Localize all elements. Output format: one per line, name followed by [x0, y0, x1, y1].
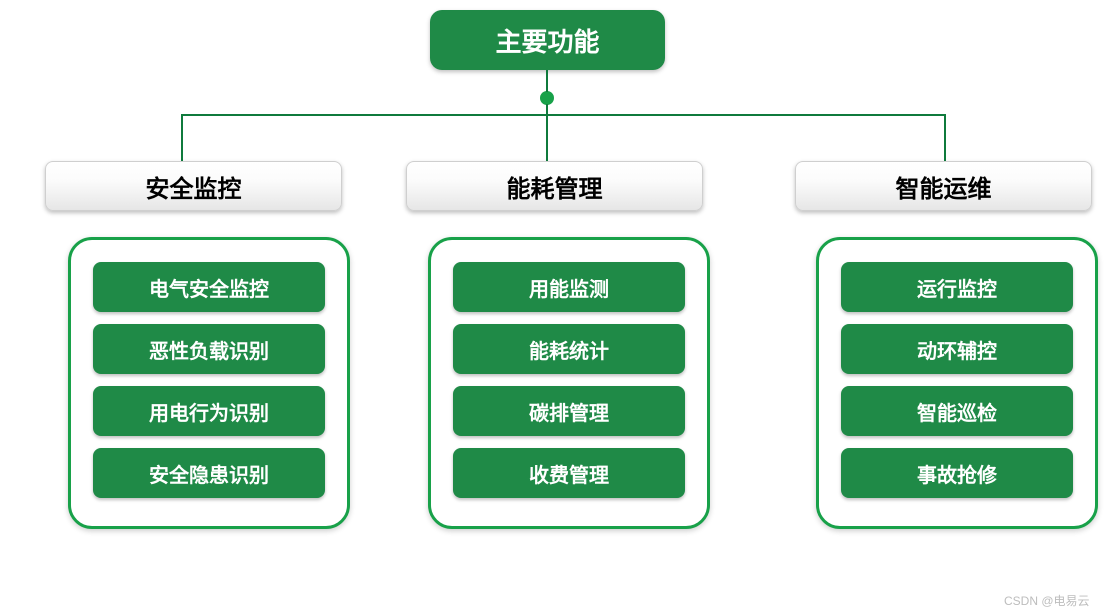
feature-item-label: 运行监控	[917, 273, 997, 302]
feature-item: 恶性负载识别	[93, 324, 325, 374]
category-header: 智能运维	[795, 161, 1092, 211]
category-header-label: 安全监控	[146, 169, 242, 204]
feature-item-label: 能耗统计	[529, 335, 609, 364]
feature-item-label: 安全隐患识别	[149, 459, 269, 488]
connector-line	[181, 116, 183, 162]
feature-item: 安全隐患识别	[93, 448, 325, 498]
watermark-text: CSDN @电易云	[1004, 594, 1090, 608]
feature-item-label: 事故抢修	[917, 459, 997, 488]
watermark: CSDN @电易云	[1004, 592, 1090, 609]
feature-item-label: 动环辅控	[917, 335, 997, 364]
feature-item-label: 用电行为识别	[149, 397, 269, 426]
category-header: 能耗管理	[406, 161, 703, 211]
feature-item-label: 电气安全监控	[149, 273, 269, 302]
category-panel: 用能监测能耗统计碳排管理收费管理	[428, 237, 710, 529]
feature-item: 动环辅控	[841, 324, 1073, 374]
feature-item: 运行监控	[841, 262, 1073, 312]
feature-item-label: 收费管理	[529, 459, 609, 488]
feature-item-label: 用能监测	[529, 273, 609, 302]
connector-line	[546, 70, 548, 92]
feature-item: 电气安全监控	[93, 262, 325, 312]
category-panel: 运行监控动环辅控智能巡检事故抢修	[816, 237, 1098, 529]
connector-line	[546, 104, 548, 162]
connector-line	[944, 116, 946, 162]
connector-dot	[540, 91, 554, 105]
feature-item: 智能巡检	[841, 386, 1073, 436]
connector-line	[181, 114, 946, 116]
feature-item: 收费管理	[453, 448, 685, 498]
category-header-label: 智能运维	[896, 169, 992, 204]
root-label: 主要功能	[495, 22, 599, 59]
feature-item: 碳排管理	[453, 386, 685, 436]
feature-item: 事故抢修	[841, 448, 1073, 498]
root-node: 主要功能	[430, 10, 665, 70]
feature-item-label: 碳排管理	[529, 397, 609, 426]
feature-item: 用能监测	[453, 262, 685, 312]
category-header: 安全监控	[45, 161, 342, 211]
diagram-canvas: { "diagram": { "type": "tree", "backgrou…	[0, 0, 1120, 611]
feature-item: 能耗统计	[453, 324, 685, 374]
feature-item: 用电行为识别	[93, 386, 325, 436]
feature-item-label: 恶性负载识别	[149, 335, 269, 364]
feature-item-label: 智能巡检	[917, 397, 997, 426]
category-header-label: 能耗管理	[507, 169, 603, 204]
category-panel: 电气安全监控恶性负载识别用电行为识别安全隐患识别	[68, 237, 350, 529]
